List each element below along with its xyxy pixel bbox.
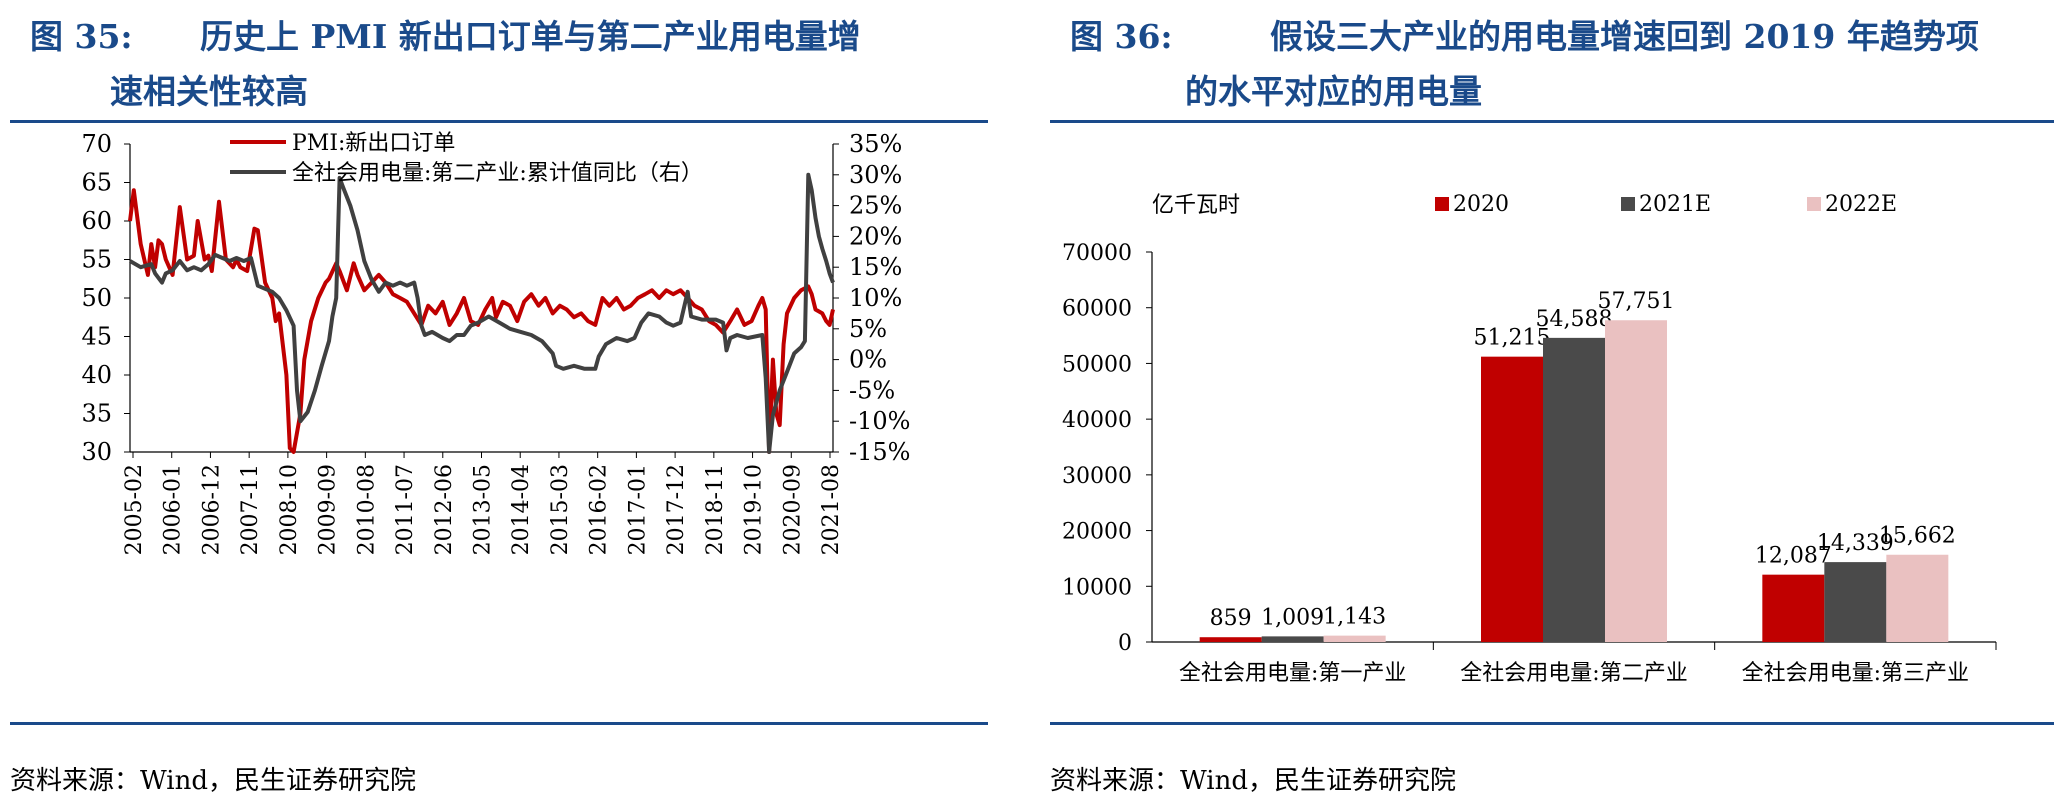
- bar-data-label: 15,662: [1879, 524, 1956, 549]
- right-y-tick-label: -10%: [849, 407, 910, 435]
- legend-label: 2021E: [1639, 192, 1711, 217]
- pmi-electricity-line-chart: 70 65 60 55 50 45 40 35 30 35% 30% 25%20% 15% 10% 5% 0%…: [81, 130, 910, 555]
- figure-35-source: 资料来源：Wind，民生证券研究院: [10, 766, 416, 796]
- title-divider: [10, 120, 988, 123]
- figure-35-number: 图 35:: [30, 17, 133, 56]
- x-tick-label: 2017-12: [664, 464, 689, 555]
- figure-35-title-line1: 历史上 PMI 新出口订单与第二产业用电量增: [200, 17, 861, 56]
- x-tick-label: 2018-11: [703, 464, 728, 555]
- right-y-tick-label: -5%: [849, 376, 895, 404]
- bar-data-label: 54,588: [1536, 307, 1613, 332]
- left-y-tick-label: 65: [81, 169, 112, 197]
- bar: [1481, 356, 1543, 642]
- legend-label: 2022E: [1825, 192, 1897, 217]
- right-y-tick-label: 15%: [849, 253, 902, 281]
- x-tick-label: 2019-10: [742, 464, 767, 555]
- legend-swatch: [1621, 197, 1635, 211]
- y-axis-unit-label: 亿千瓦时: [1152, 193, 1240, 218]
- left-y-tick-label: 45: [81, 323, 112, 351]
- x-tick-label: 2005-02: [122, 464, 147, 555]
- bar-data-label: 1,009: [1261, 605, 1324, 630]
- y-tick-label: 10000: [1062, 575, 1132, 600]
- right-y-tick-label: 25%: [849, 192, 902, 220]
- y-tick-label: 60000: [1062, 297, 1132, 322]
- bar: [1762, 574, 1825, 642]
- legend-label: PMI:新出口订单: [292, 131, 455, 156]
- y-tick-label: 50000: [1062, 352, 1132, 377]
- bar-data-label: 12,087: [1755, 544, 1832, 569]
- right-y-tick-label: -15%: [849, 438, 910, 466]
- figure-35-panel: 图 35: 历史上 PMI 新出口订单与第二产业用电量增 速相关性较高 70 65…: [0, 0, 1000, 797]
- x-tick-label: 2010-08: [354, 464, 379, 555]
- x-tick-label: 全社会用电量:第三产业: [1742, 661, 1969, 686]
- legend-label: 全社会用电量:第二产业:累计值同比（右）: [292, 161, 703, 186]
- y-tick-label: 0: [1118, 631, 1132, 656]
- bar: [1199, 637, 1262, 642]
- x-tick-label: 2006-12: [199, 464, 224, 555]
- x-tick-label: 2008-10: [277, 464, 302, 555]
- left-y-tick-label: 35: [81, 400, 112, 428]
- bottom-divider: [1050, 722, 2054, 725]
- x-tick-label: 2016-02: [587, 464, 612, 555]
- bar-data-label: 57,751: [1598, 289, 1675, 314]
- x-tick-label: 2009-09: [316, 464, 341, 555]
- bar-data-label: 51,215: [1474, 326, 1551, 351]
- x-tick-label: 2011-07: [393, 464, 418, 555]
- left-y-tick-label: 70: [81, 130, 112, 158]
- y-tick-label: 40000: [1062, 408, 1132, 433]
- left-y-tick-label: 30: [81, 438, 112, 466]
- bar: [1543, 337, 1605, 642]
- right-y-tick-label: 10%: [849, 284, 902, 312]
- legend-swatch: [1807, 197, 1821, 211]
- x-tick-label: 全社会用电量:第二产业: [1460, 661, 1687, 686]
- right-y-tick-label: 0%: [849, 346, 887, 374]
- bar: [1824, 562, 1887, 642]
- left-y-tick-label: 50: [81, 284, 112, 312]
- bar-data-label: 14,339: [1817, 531, 1894, 556]
- bar-data-label: 859: [1210, 606, 1252, 631]
- x-tick-label: 2014-04: [509, 464, 534, 555]
- left-y-tick-label: 60: [81, 207, 112, 235]
- x-tick-label: 2020-09: [780, 464, 805, 555]
- title-divider: [1050, 120, 2054, 123]
- x-tick-label: 2015-03: [548, 464, 573, 555]
- y-tick-label: 20000: [1062, 520, 1132, 545]
- y-tick-label: 70000: [1062, 241, 1132, 266]
- figure-35-title-line2: 速相关性较高: [110, 72, 308, 111]
- series-line: [128, 172, 835, 454]
- bar: [1886, 554, 1949, 642]
- figure-36-source: 资料来源：Wind，民生证券研究院: [1050, 766, 1456, 796]
- left-y-tick-label: 55: [81, 246, 112, 274]
- x-tick-label: 2007-11: [238, 464, 263, 555]
- right-y-tick-label: 30%: [849, 161, 902, 189]
- figure-36-panel: 图 36: 假设三大产业的用电量增速回到 2019 年趋势项 的水平对应的用电量…: [1040, 0, 2054, 797]
- y-tick-label: 30000: [1062, 464, 1132, 489]
- x-tick-label: 2017-01: [625, 464, 650, 555]
- right-y-tick-label: 5%: [849, 315, 887, 343]
- bottom-divider: [10, 722, 988, 725]
- figure-36-title-line2: 的水平对应的用电量: [1185, 72, 1482, 111]
- legend-swatch: [1435, 197, 1449, 211]
- figure-36-title-line1: 假设三大产业的用电量增速回到 2019 年趋势项: [1270, 17, 1979, 56]
- figure-36-number: 图 36:: [1070, 17, 1173, 56]
- legend-label: 2020: [1453, 192, 1509, 217]
- right-y-tick-label: 35%: [849, 130, 902, 158]
- electricity-bar-chart: 亿千瓦时 70000 60000 50000 40000 30000 20000 10000 0…: [1062, 192, 1997, 686]
- bar-data-label: 1,143: [1323, 605, 1386, 630]
- x-tick-label: 2021-08: [819, 464, 844, 555]
- bar: [1323, 635, 1386, 642]
- x-tick-label: 2012-06: [432, 464, 457, 555]
- right-y-tick-label: 20%: [849, 222, 902, 250]
- bar: [1605, 320, 1667, 642]
- x-tick-label: 2006-01: [161, 464, 186, 555]
- series-line: [128, 188, 835, 454]
- left-y-tick-label: 40: [81, 361, 112, 389]
- x-tick-label: 全社会用电量:第一产业: [1179, 661, 1406, 686]
- bar: [1261, 636, 1324, 642]
- x-tick-label: 2013-05: [471, 464, 496, 555]
